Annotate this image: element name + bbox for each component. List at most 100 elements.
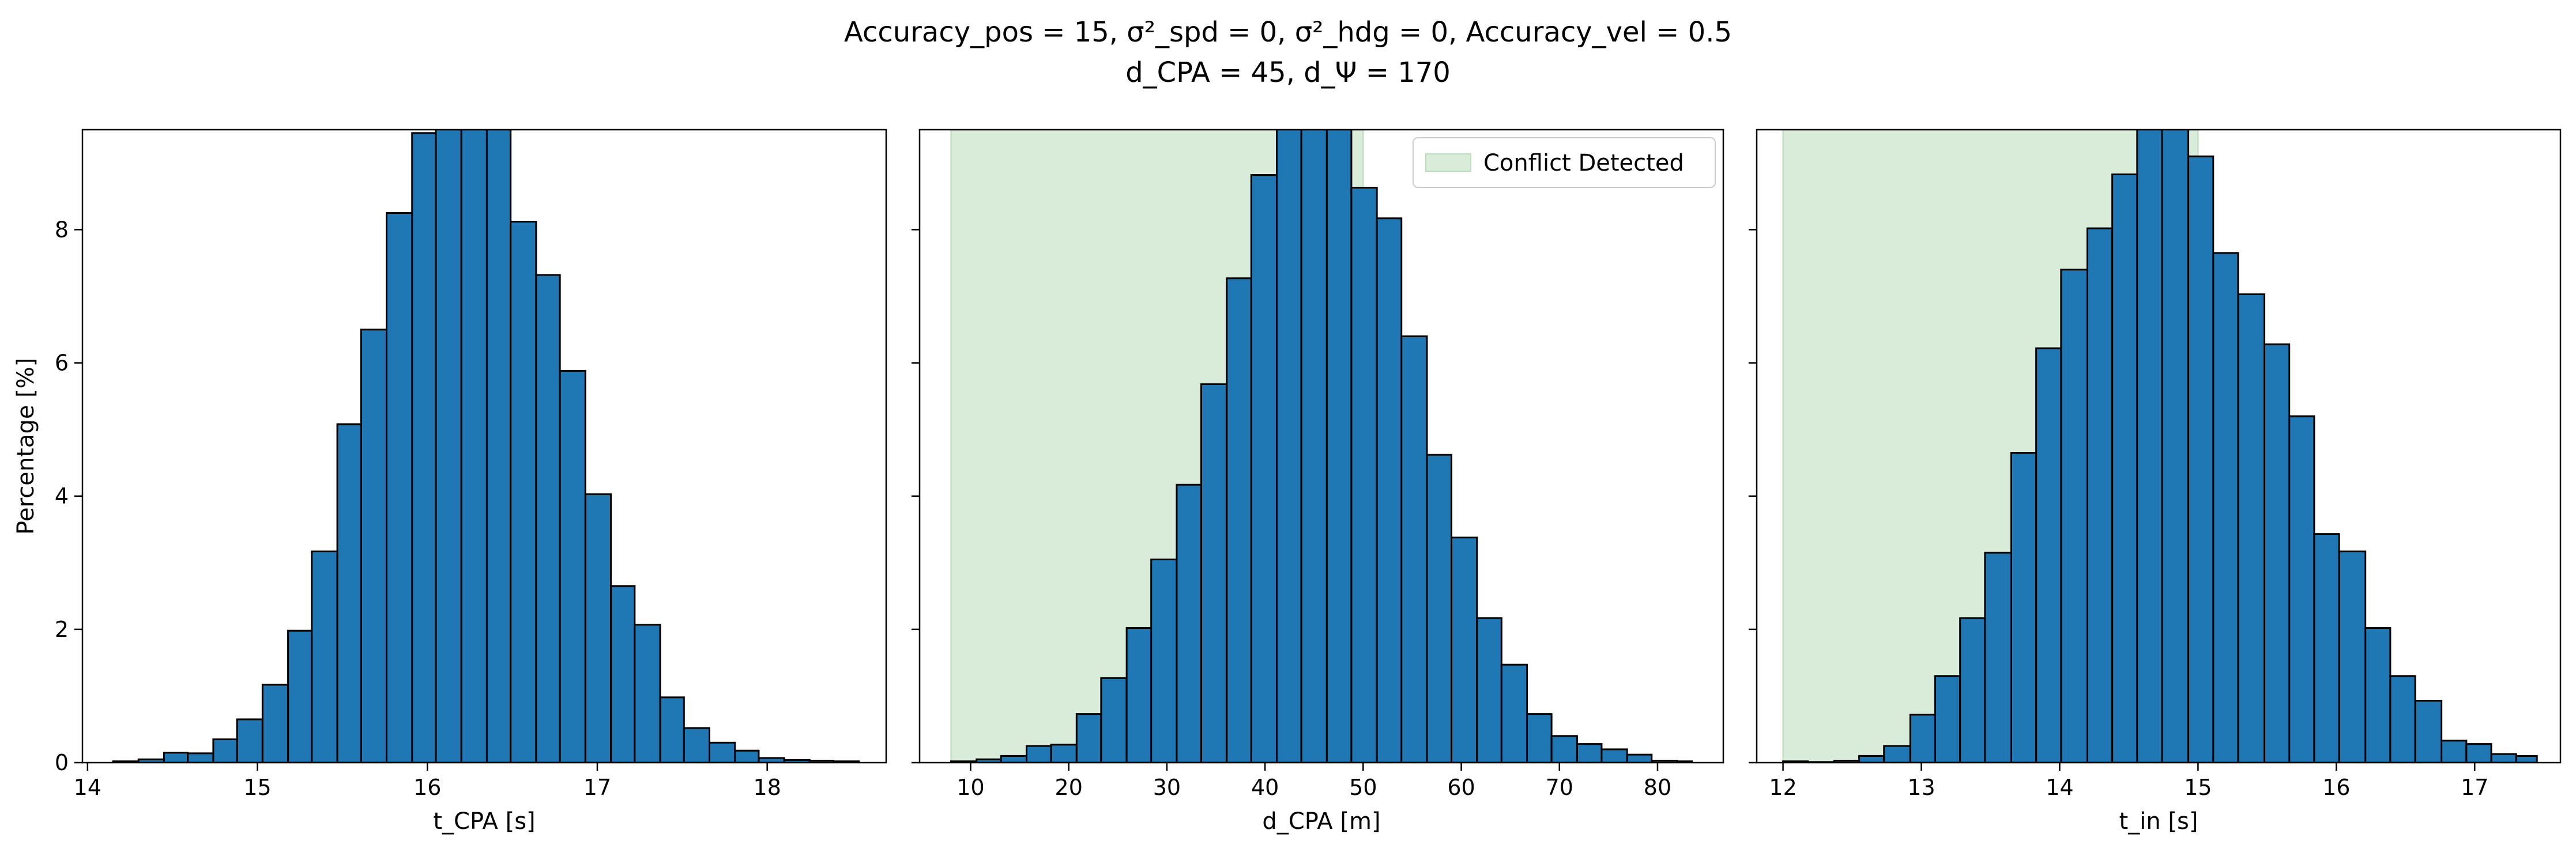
histogram-bar	[1476, 617, 1502, 763]
histogram-bar	[386, 212, 413, 763]
histogram-bar	[287, 629, 313, 763]
histogram-bar	[2465, 743, 2492, 763]
histogram-bar	[2288, 415, 2315, 763]
x-tick-label: 50	[1349, 775, 1377, 800]
histogram-bar	[1325, 130, 1353, 763]
histogram-bar	[683, 727, 710, 763]
x-tick-label: 14	[74, 775, 101, 800]
histogram-bar	[2212, 252, 2239, 763]
x-tick-label: 12	[1769, 775, 1797, 800]
histogram-bar	[610, 585, 636, 763]
axes-frame	[918, 129, 1724, 764]
x-tick-label: 30	[1153, 775, 1181, 800]
legend: Conflict Detected	[1413, 137, 1716, 188]
x-tick-label: 20	[1055, 775, 1083, 800]
histogram-bar	[1600, 748, 1628, 763]
histogram-bar	[1000, 755, 1028, 763]
histogram-bar	[634, 624, 661, 763]
histogram-bar	[2187, 155, 2215, 763]
subplots: 14 15 16 17 18 0 2 4 6 8 t_CPA [s] Percentage [%] 10…	[13, 129, 2562, 835]
histogram-bar	[2264, 343, 2291, 763]
y-tick-label: 4	[55, 484, 69, 509]
histogram-bar	[1934, 675, 1961, 763]
histogram-bar	[2313, 533, 2340, 763]
histogram-bar	[411, 132, 437, 763]
histogram-bar	[1026, 745, 1052, 763]
histogram-bar	[460, 130, 488, 763]
subplot-2: 10 20 30 40 50 60 70 80 d_CPA [m] Conflict Detect…	[912, 129, 1724, 835]
histogram-bar	[1176, 484, 1202, 763]
x-tick-label: 10	[956, 775, 984, 800]
histogram-bar	[1550, 735, 1578, 763]
histogram-bar	[2010, 452, 2038, 763]
x-tick-label: 16	[2322, 775, 2350, 800]
histogram-bar	[1075, 713, 1102, 763]
histogram-bar	[1050, 744, 1078, 763]
histogram-bar	[2060, 269, 2088, 763]
histogram-bar	[2389, 675, 2416, 763]
histogram-bar	[336, 423, 362, 763]
histogram-bar	[1226, 277, 1252, 763]
histogram-bar	[1100, 677, 1128, 763]
histogram-bar	[708, 741, 736, 763]
y-tick-label: 0	[55, 750, 69, 775]
x-tick-label: 14	[2046, 775, 2073, 800]
histogram-bar	[1200, 383, 1228, 763]
histogram-bar	[659, 696, 685, 763]
x-tick-label: 40	[1251, 775, 1279, 800]
histogram-bar	[435, 130, 462, 763]
subplot-3: 12 13 14 15 16 17 t_in [s]	[1749, 129, 2562, 835]
histogram-bar	[535, 274, 561, 763]
x-tick-label: 13	[1907, 775, 1935, 800]
figure-title-line-1: Accuracy_pos = 15, σ²_spd = 0, σ²_hdg = …	[844, 16, 1732, 48]
histogram-bar	[360, 329, 388, 763]
histogram-bar	[2136, 130, 2163, 763]
x-tick-label: 17	[583, 775, 611, 800]
histogram-bar	[1883, 745, 1911, 763]
x-axis-label: t_CPA [s]	[433, 808, 535, 835]
histogram-bar	[584, 493, 612, 763]
x-tick-label: 15	[243, 775, 271, 800]
histogram-bar	[2490, 753, 2517, 763]
histogram-bar	[2161, 130, 2190, 763]
histogram-bar	[261, 684, 289, 763]
x-tick-label: 17	[2461, 775, 2488, 800]
x-axis-label: t_in [s]	[2119, 808, 2198, 835]
histogram-bar	[163, 752, 189, 763]
x-tick-label: 15	[2184, 775, 2212, 800]
subplot-1: 14 15 16 17 18 0 2 4 6 8 t_CPA [s] Percentage [%]	[13, 129, 887, 835]
histogram-bar	[1526, 713, 1553, 763]
x-axis-label: d_CPA [m]	[1262, 808, 1380, 835]
y-tick-label: 6	[55, 350, 69, 376]
histogram-bar	[510, 220, 537, 763]
plot-area	[112, 130, 860, 763]
axes-frame	[1756, 129, 2562, 764]
histogram-bar	[734, 749, 760, 763]
histogram-bar	[1500, 663, 1528, 763]
histogram-bar	[311, 551, 338, 763]
x-tick-label: 60	[1447, 775, 1475, 800]
histogram-bar	[1125, 627, 1153, 763]
x-tick-label: 80	[1644, 775, 1671, 800]
y-tick-label: 2	[55, 617, 69, 642]
histogram-bar	[212, 738, 238, 763]
y-axis-label: Percentage [%]	[13, 358, 39, 535]
plot-area	[950, 130, 1693, 763]
histogram-bar	[1576, 743, 1603, 763]
y-tick-label: 8	[55, 217, 69, 242]
histogram-bar	[236, 718, 263, 763]
histogram-bar	[1150, 558, 1178, 763]
histogram-bar	[559, 370, 586, 763]
x-tick-label: 16	[413, 775, 441, 800]
histogram-bar	[1984, 552, 2012, 763]
histogram-bar	[1626, 753, 1653, 763]
histogram-bar	[2035, 347, 2062, 763]
histogram-bar	[2111, 173, 2138, 763]
histogram-bar	[1959, 617, 1986, 763]
histogram-bar	[1250, 174, 1278, 763]
histogram-bar	[2086, 227, 2114, 763]
histogram-bar	[2515, 755, 2538, 763]
histogram-bar	[2364, 627, 2392, 763]
histogram-bar	[1451, 536, 1478, 763]
